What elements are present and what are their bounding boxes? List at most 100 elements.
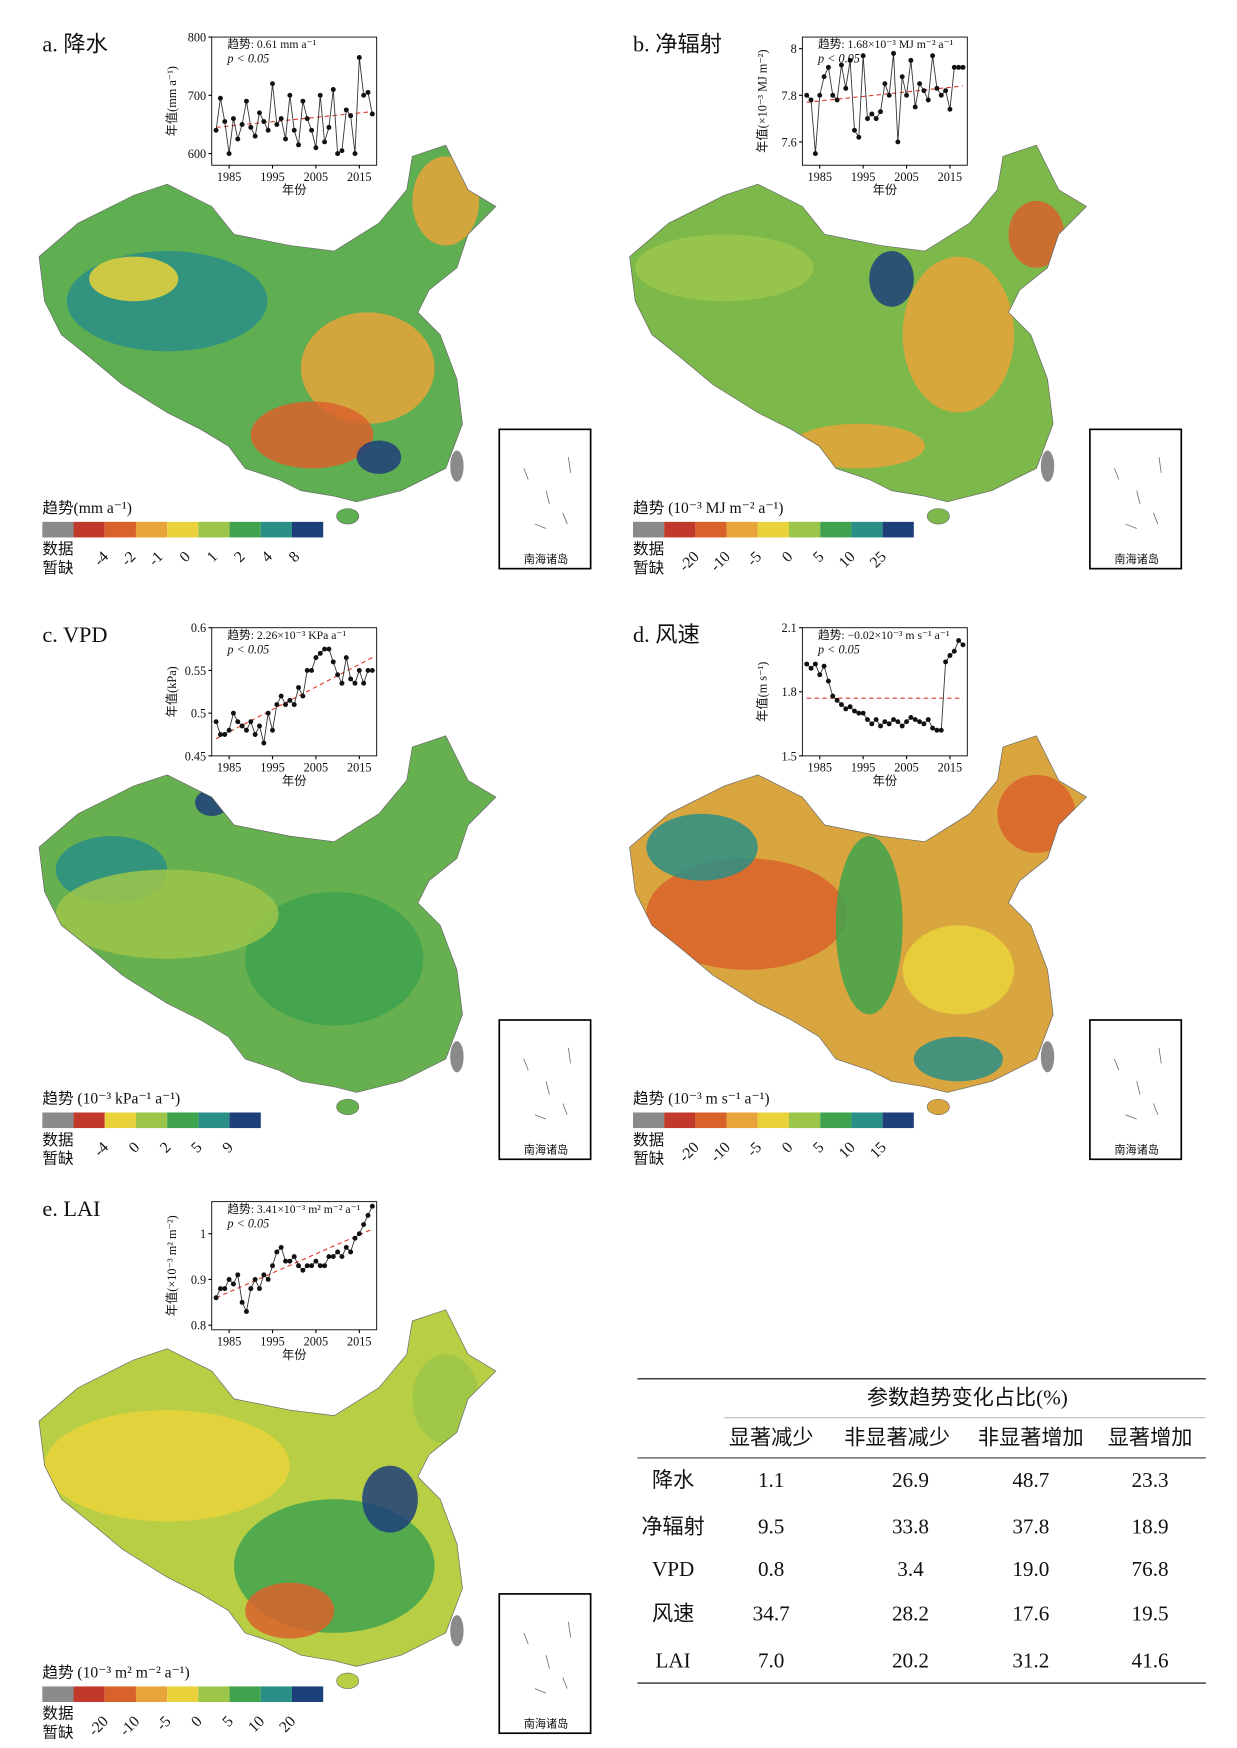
series-point <box>352 151 358 157</box>
series-point <box>873 116 879 122</box>
trend-stat: 趋势: 1.68×10⁻³ MJ m⁻² a⁻¹ <box>818 38 954 51</box>
series-point <box>960 64 966 70</box>
series-point <box>235 1272 241 1278</box>
series-point <box>348 1249 354 1255</box>
legend-swatch <box>757 1112 790 1129</box>
p-value: p < 0.05 <box>817 52 860 66</box>
series-point <box>317 1263 323 1269</box>
table-row-label: 降水 <box>652 1468 694 1492</box>
series-point <box>847 57 853 63</box>
legend-swatch <box>820 521 852 538</box>
y-axis-label: 年值(×10⁻³ m² m⁻²) <box>164 1215 179 1316</box>
legend-tick-label: -5 <box>153 1713 174 1734</box>
legend-tick-label: 2 <box>157 1139 175 1157</box>
series-point <box>283 1258 288 1264</box>
legend-missing: 暂缺 <box>42 1724 74 1742</box>
series-point <box>886 721 892 727</box>
legend-tick-label: 5 <box>810 548 828 566</box>
x-axis-label: 年份 <box>282 774 307 788</box>
series-point <box>309 1263 315 1269</box>
series-point <box>882 81 888 87</box>
series-point <box>270 81 275 87</box>
map <box>629 145 1087 502</box>
legend-missing: 暂缺 <box>42 559 74 577</box>
legend-title: 趋势(mm a⁻¹) <box>42 499 132 517</box>
map-region <box>89 256 179 302</box>
y-tick-label: 1.8 <box>781 685 796 699</box>
y-tick-label: 0.45 <box>185 749 206 763</box>
series-point <box>213 1295 219 1301</box>
map <box>39 735 496 1093</box>
series-point <box>330 1254 336 1260</box>
series-point <box>348 676 354 682</box>
x-tick-label: 1995 <box>851 170 876 184</box>
legend-tick-label: 0 <box>188 1713 206 1731</box>
series-point <box>821 663 827 669</box>
map-outline <box>629 735 1088 1093</box>
legend-swatch <box>726 1112 758 1129</box>
table-title: 参数趋势变化占比(%) <box>867 1385 1068 1409</box>
inset-frame <box>211 627 378 757</box>
y-tick-label: 0.55 <box>185 664 206 678</box>
series-point <box>365 89 371 95</box>
map-region <box>300 312 435 424</box>
taiwan <box>450 450 464 482</box>
inset-frame <box>211 36 378 166</box>
taiwan <box>450 1615 464 1647</box>
series-point <box>291 127 297 133</box>
panel-title: c. VPD <box>42 622 107 647</box>
legend-missing: 数据 <box>633 540 664 558</box>
south-sea-label: 南海诸岛 <box>524 1717 569 1731</box>
table-row-label: LAI <box>655 1648 690 1672</box>
series-point <box>244 98 249 104</box>
x-tick-label: 2005 <box>894 760 919 774</box>
x-axis-label: 年份 <box>282 1348 307 1362</box>
south-sea-inset <box>498 1593 592 1735</box>
legend-swatch <box>167 521 199 538</box>
series-point <box>300 1267 306 1273</box>
map-region <box>250 401 374 469</box>
legend-tick-label: 25 <box>867 548 890 571</box>
series-point <box>361 92 367 98</box>
series-point <box>335 672 341 678</box>
series-point <box>817 672 823 678</box>
series-point <box>248 124 254 130</box>
y-tick-label: 800 <box>188 31 206 45</box>
legend-tick-label: -10 <box>707 548 734 575</box>
y-tick-label: 0.8 <box>191 1319 206 1333</box>
table-cell: 19.5 <box>1132 1602 1169 1626</box>
series-point <box>856 134 862 140</box>
series-point <box>365 667 371 673</box>
series-point <box>947 653 953 658</box>
legend-title: 趋势 (10⁻³ m² m⁻² a⁻¹) <box>42 1663 189 1681</box>
legend-tick-label: 10 <box>245 1713 268 1736</box>
series-point <box>265 1276 271 1282</box>
table-cell: 33.8 <box>892 1515 929 1539</box>
x-tick-label: 1995 <box>260 170 285 184</box>
y-tick-label: 0.6 <box>191 621 206 635</box>
panel-title: b. 净辐射 <box>633 32 722 57</box>
legend-tick-label: -1 <box>145 548 166 569</box>
trend-line <box>215 657 373 740</box>
series-point <box>230 116 236 122</box>
y-tick-label: 7.8 <box>781 89 796 103</box>
series-point <box>287 1258 293 1264</box>
series-point <box>843 706 849 712</box>
series-line <box>215 648 373 744</box>
series-point <box>956 638 962 643</box>
series-point <box>222 732 228 737</box>
series-point <box>274 1249 280 1255</box>
series-point <box>838 62 844 68</box>
hainan <box>336 508 360 525</box>
y-axis-label: 年值(mm a⁻¹) <box>164 66 179 136</box>
series-point <box>821 74 827 80</box>
legend-swatch <box>135 521 168 538</box>
panel-title: e. LAI <box>42 1196 100 1221</box>
series-point <box>838 702 844 708</box>
table-cell: 0.8 <box>758 1557 784 1581</box>
series-point <box>343 1244 349 1250</box>
legend-tick-label: 10 <box>836 1139 859 1162</box>
series-point <box>304 667 310 673</box>
